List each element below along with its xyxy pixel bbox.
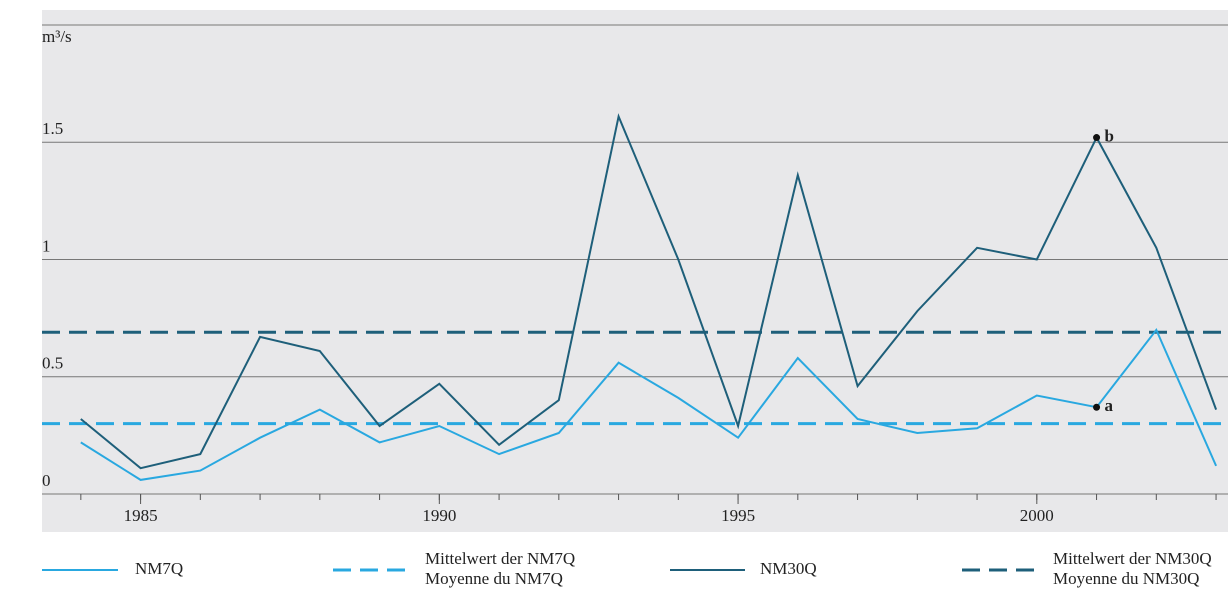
x-tick-label: 2000 xyxy=(1020,506,1054,525)
legend-label: Mittelwert der NM7Q xyxy=(425,549,575,568)
plot-background xyxy=(42,10,1228,532)
legend-label: Mittelwert der NM30Q xyxy=(1053,549,1212,568)
annotation-dot xyxy=(1093,403,1101,411)
annotation-label: a xyxy=(1105,396,1114,415)
x-tick-label: 1985 xyxy=(124,506,158,525)
annotation-dot xyxy=(1093,134,1101,142)
series-line xyxy=(80,113,1218,470)
y-axis-label: m³/s xyxy=(42,27,72,46)
x-tick-label: 1995 xyxy=(721,506,755,525)
series-line xyxy=(80,327,1218,481)
legend-label: NM30Q xyxy=(760,559,817,578)
annotation-label: b xyxy=(1105,126,1114,145)
y-tick-label: 1 xyxy=(42,236,51,255)
legend-label: NM7Q xyxy=(135,559,183,578)
y-tick-label: 1.5 xyxy=(42,119,63,138)
legend-label: Moyenne du NM7Q xyxy=(425,569,563,588)
y-tick-label: 0.5 xyxy=(42,354,63,373)
x-tick-label: 1990 xyxy=(422,506,456,525)
y-tick-label: 0 xyxy=(42,471,51,490)
legend-label: Moyenne du NM30Q xyxy=(1053,569,1199,588)
